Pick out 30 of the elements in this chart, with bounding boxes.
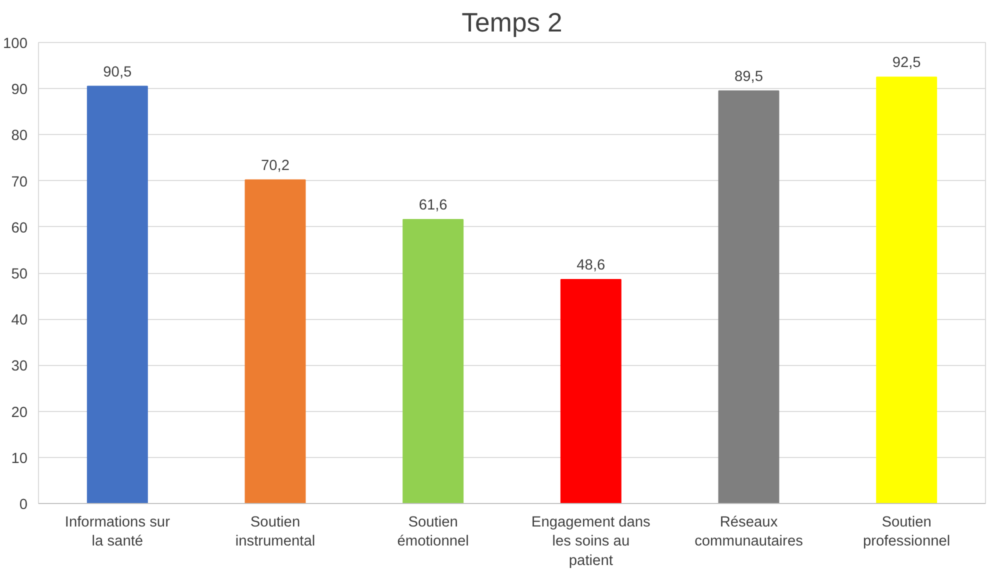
x-tick-label: Réseaux communautaires <box>694 514 803 550</box>
x-tick-label: Soutien émotionnel <box>397 514 469 550</box>
bar <box>560 278 622 504</box>
y-tick-label: 30 <box>11 358 28 375</box>
x-tick-label: Engagement dans les soins au patient <box>531 514 650 569</box>
bar <box>876 76 938 504</box>
y-tick-label: 40 <box>11 312 28 329</box>
y-tick-label: 90 <box>11 82 28 98</box>
data-label: 61,6 <box>418 198 448 214</box>
y-tick-label: 0 <box>19 497 28 513</box>
data-label: 89,5 <box>734 68 764 85</box>
bar <box>86 86 148 504</box>
data-label: 92,5 <box>892 55 921 72</box>
y-tick-label: 100 <box>3 36 28 52</box>
x-tick-label: Soutien professionnel <box>862 514 950 550</box>
chart-title: Temps 2 <box>462 8 562 38</box>
y-tick-label: 20 <box>11 404 28 421</box>
bar <box>402 219 464 504</box>
x-tick-label: Soutien instrumental <box>235 514 316 550</box>
x-tick-label: Informations sur la santé <box>64 514 170 550</box>
y-tick-label: 50 <box>11 266 28 282</box>
data-label: 70,2 <box>260 158 290 174</box>
bar <box>718 90 780 504</box>
y-tick-label: 60 <box>11 220 28 236</box>
bar <box>244 179 306 504</box>
y-tick-label: 80 <box>11 128 28 144</box>
data-label: 48,6 <box>576 257 606 274</box>
data-label: 90,5 <box>103 64 132 80</box>
y-tick-label: 10 <box>11 450 28 467</box>
y-tick-label: 70 <box>11 174 28 190</box>
